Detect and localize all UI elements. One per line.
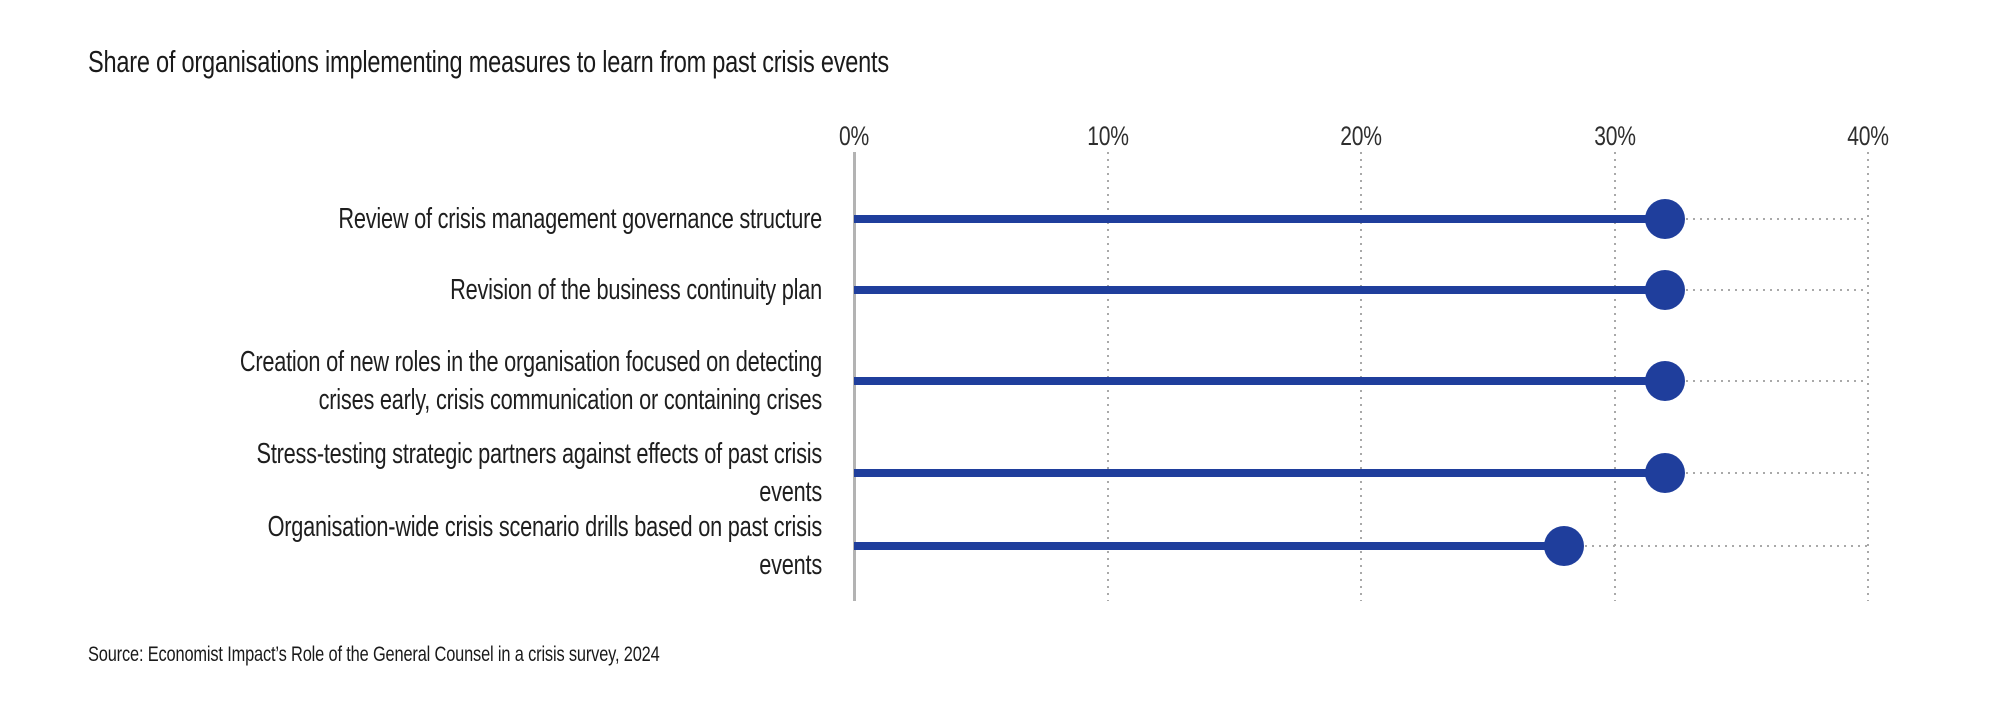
dot: [1645, 270, 1686, 310]
leader-line: [1563, 545, 1868, 547]
bar: [854, 286, 1666, 294]
category-label: Creation of new roles in the organisatio…: [239, 346, 822, 416]
x-axis-tick-label: 0%: [839, 121, 869, 151]
x-axis-line: [853, 152, 856, 601]
category-label: Review of crisis management governance s…: [338, 203, 822, 235]
category-label: Organisation-wide crisis scenario drills…: [267, 511, 823, 581]
leader-line: [1665, 380, 1868, 382]
dot: [1645, 199, 1686, 239]
leader-line: [1665, 472, 1868, 474]
leader-line: [1665, 289, 1868, 291]
category-label: Stress-testing strategic partners agains…: [256, 438, 823, 508]
gridline: [1867, 152, 1869, 601]
bar: [854, 377, 1666, 385]
x-axis-tick-label: 40%: [1847, 121, 1889, 151]
gridline: [1360, 152, 1362, 601]
dot: [1645, 361, 1686, 401]
category-label: Revision of the business continuity plan: [450, 274, 822, 306]
x-axis-tick-label: 10%: [1086, 121, 1129, 151]
bar: [854, 542, 1564, 550]
bar: [854, 469, 1666, 477]
x-axis-tick-label: 30%: [1593, 121, 1636, 151]
gridline: [1106, 152, 1109, 601]
chart-title: Share of organisations implementing meas…: [88, 44, 889, 79]
bar: [854, 215, 1666, 223]
dot: [1543, 526, 1584, 566]
x-axis-tick-label: 20%: [1340, 121, 1382, 151]
gridline: [1613, 152, 1616, 601]
source-note: Source: Economist Impact’s Role of the G…: [88, 643, 660, 666]
dot: [1645, 453, 1686, 493]
leader-line: [1665, 218, 1868, 220]
